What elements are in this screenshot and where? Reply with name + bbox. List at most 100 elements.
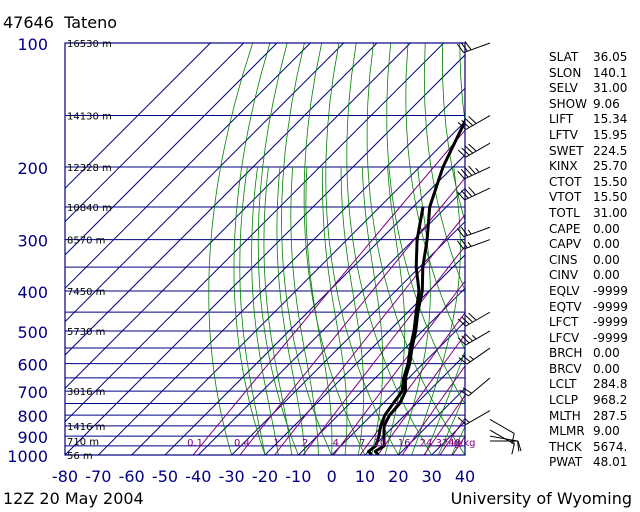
temperature-tick-label: 10 — [355, 467, 375, 486]
index-value: 224.5 — [593, 143, 628, 158]
moist-adiabat-line — [290, 166, 319, 455]
temperature-profile-line — [373, 117, 465, 455]
mixing-ratio-label: 0.4 — [234, 438, 250, 449]
temperature-point — [383, 445, 385, 447]
dewpoint-point — [422, 206, 424, 208]
mixing-ratio-label: 10 — [373, 438, 386, 449]
temperature-point — [429, 206, 431, 208]
station-name: Tateno — [64, 13, 118, 32]
index-value: -9999 — [593, 315, 628, 330]
wind-barb-feather — [457, 122, 467, 130]
pressure-tick-label: 600 — [17, 356, 48, 375]
wind-barb-feather — [464, 41, 472, 51]
isotherm-line — [65, 43, 378, 356]
pressure-tick-label: 700 — [17, 383, 48, 402]
pressure-tick-label: 900 — [17, 428, 48, 447]
index-row: LFCT -9999 — [549, 315, 628, 331]
index-key: MLMR — [549, 424, 585, 439]
temperature-point — [422, 266, 424, 268]
dewpoint-point — [415, 311, 417, 313]
index-row: LFTV 15.95 — [549, 128, 628, 144]
temperature-point — [489, 60, 490, 61]
wind-barb-shaft — [489, 435, 518, 442]
wind-barb-feather — [461, 335, 470, 344]
wind-barb — [457, 226, 491, 238]
temperature-point — [383, 435, 385, 437]
dry-adiabat-line — [325, 43, 399, 455]
pressure-tick-label: 800 — [17, 407, 48, 426]
dry-adiabat-line — [346, 43, 433, 455]
temperature-point — [404, 377, 406, 379]
wind-barb-feather — [460, 42, 468, 52]
wind-barb-feather — [464, 145, 474, 154]
temperature-tick-label: 20 — [388, 467, 408, 486]
temperature-tick-label: 30 — [421, 467, 441, 486]
mixing-ratio-label: 1 — [273, 438, 279, 449]
index-row: CAPE 0.00 — [549, 222, 628, 238]
index-value: 36.05 — [593, 50, 628, 64]
wind-barb-feather — [460, 190, 469, 199]
temperature-tick-label: -70 — [85, 467, 111, 486]
dewpoint-point — [403, 377, 405, 379]
moist-adiabat-line — [362, 166, 384, 455]
mixing-ratio-line — [239, 177, 465, 455]
temperature-point — [389, 414, 391, 416]
mixing-ratio-line — [423, 394, 465, 455]
index-key: LFCT — [549, 315, 579, 330]
data-source: University of Wyoming — [450, 489, 632, 508]
index-key: SLON — [549, 65, 582, 80]
wind-barb-feather — [464, 167, 473, 176]
index-row: LFCV -9999 — [549, 331, 628, 347]
wind-barb — [457, 142, 491, 158]
wind-barb — [490, 440, 522, 452]
temperature-point — [404, 390, 406, 392]
isotherm-line — [65, 43, 245, 223]
wind-barb-feather — [464, 118, 474, 126]
isotherm-line — [65, 43, 411, 390]
dry-adiabat-line — [233, 43, 271, 455]
index-value: 140.1 — [593, 65, 628, 80]
height-label: 5730 m — [67, 327, 105, 338]
mixing-ratio-line — [302, 245, 465, 455]
wind-barb-shaft — [465, 142, 491, 158]
dewpoint-point — [380, 425, 382, 427]
temperature-tick-label: -40 — [185, 467, 211, 486]
index-key: TOTL — [549, 205, 580, 220]
index-value: 9.00 — [593, 424, 620, 439]
dewpoint-point — [378, 435, 380, 437]
index-value: 48.01 — [593, 455, 628, 470]
mixing-ratio-line — [401, 365, 465, 455]
index-key: EQLV — [549, 283, 580, 298]
plot-area — [65, 43, 490, 455]
wind-barb-feather — [457, 228, 465, 238]
wind-barb — [457, 115, 491, 130]
wind-barb-feather — [511, 433, 515, 444]
wind-barb-feather — [457, 191, 465, 201]
wind-barb — [457, 41, 491, 54]
index-value: 15.95 — [593, 127, 628, 142]
indices-table: SLAT 36.05 SLON 140.1 SELV 31.00 SHOW 9.06 LIFT 1… — [549, 50, 628, 471]
wind-barb-feather — [464, 188, 473, 197]
index-value: 0.00 — [593, 361, 620, 376]
pressure-tick-label: 1000 — [7, 447, 48, 466]
wind-barb-feather — [468, 165, 476, 175]
index-value: 15.34 — [593, 112, 628, 127]
temperature-point — [415, 330, 417, 332]
index-row: SLAT 36.05 — [549, 50, 628, 66]
dewpoint-point — [407, 363, 409, 365]
index-value: 31.00 — [593, 205, 628, 220]
index-row: EQLV -9999 — [549, 284, 628, 300]
isotherm-line — [297, 287, 465, 455]
isotherm-line — [97, 87, 465, 455]
moist-adiabat-line — [340, 167, 365, 455]
moist-adiabat-line — [451, 425, 465, 455]
index-row: EQTV -9999 — [549, 300, 628, 316]
wind-barb-feather — [460, 239, 468, 249]
index-row: SWET 224.5 — [549, 144, 628, 160]
wind-barb-feather — [511, 443, 515, 455]
temperature-point — [411, 347, 413, 349]
wind-barb — [457, 330, 491, 346]
dry-adiabat-line — [386, 43, 465, 405]
temperature-point — [383, 425, 385, 427]
temperature-tick-label: -20 — [252, 467, 278, 486]
